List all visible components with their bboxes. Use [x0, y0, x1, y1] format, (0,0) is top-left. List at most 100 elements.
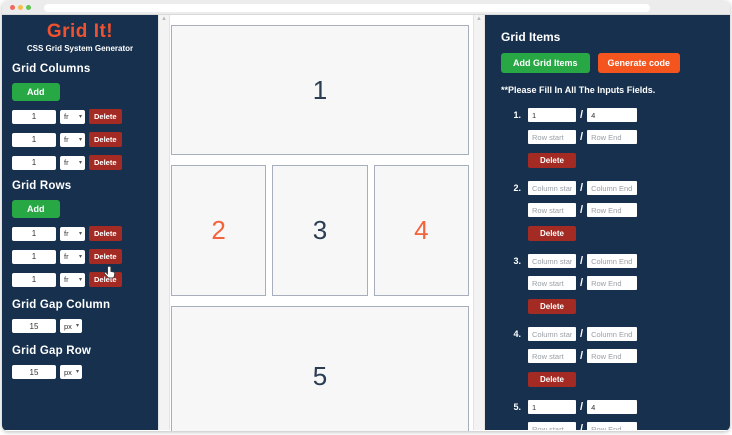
column-unit-select[interactable]: fr ▾: [60, 132, 85, 147]
add-column-button[interactable]: Add: [12, 83, 60, 101]
chevron-down-icon: ▾: [78, 113, 82, 120]
gap-row-input[interactable]: [12, 365, 56, 379]
delete-row-button[interactable]: Delete: [89, 226, 122, 241]
row-size-input[interactable]: [12, 249, 56, 264]
preview-grid: 1 2 3 4 5: [171, 25, 469, 431]
chevron-down-icon: ▾: [78, 276, 82, 283]
minimize-window-icon[interactable]: [18, 5, 23, 10]
app-content: Grid It! CSS Grid System Generator Grid …: [2, 15, 730, 431]
column-unit-select[interactable]: fr ▾: [60, 155, 85, 170]
maximize-window-icon[interactable]: [26, 5, 31, 10]
grid-cell-number: 4: [414, 215, 429, 245]
row-start-input[interactable]: [528, 422, 576, 430]
gap-row-unit-select[interactable]: px ▾: [60, 365, 82, 379]
left-scrollbar[interactable]: ▲: [158, 15, 170, 430]
row-start-input[interactable]: [528, 203, 576, 217]
slash-separator: /: [580, 328, 584, 340]
row-end-input[interactable]: [587, 130, 638, 144]
item-index-label: 5.: [513, 402, 521, 412]
delete-item-button[interactable]: Delete: [528, 226, 576, 241]
row-unit-select[interactable]: fr ▾: [60, 249, 85, 264]
column-range-row: 2. /: [501, 181, 720, 195]
add-row-button[interactable]: Add: [12, 200, 60, 218]
slash-separator: /: [580, 182, 584, 194]
column-unit-select[interactable]: fr ▾: [60, 109, 85, 124]
chevron-down-icon: ▾: [78, 159, 82, 166]
column-track-row: fr ▾ Delete: [12, 109, 148, 124]
row-end-input[interactable]: [587, 203, 638, 217]
slash-separator: /: [580, 109, 584, 121]
left-sidebar: Grid It! CSS Grid System Generator Grid …: [2, 15, 158, 430]
slash-separator: /: [580, 255, 584, 267]
delete-column-button[interactable]: Delete: [89, 109, 122, 124]
unit-value: fr: [64, 252, 69, 261]
app-title: Grid It!: [46, 21, 114, 42]
grid-cell-number: 2: [211, 215, 226, 245]
column-end-input[interactable]: [587, 400, 638, 414]
grid-items-heading: Grid Items: [501, 30, 561, 44]
column-size-input[interactable]: [12, 155, 56, 170]
delete-item-button[interactable]: Delete: [528, 299, 576, 314]
delete-row-button[interactable]: Delete: [89, 249, 122, 264]
row-start-input[interactable]: [528, 276, 576, 290]
slash-separator: /: [580, 131, 584, 143]
column-start-input[interactable]: [528, 108, 576, 122]
address-bar[interactable]: [44, 3, 650, 12]
row-end-input[interactable]: [587, 422, 638, 430]
gap-column-heading: Grid Gap Column: [12, 299, 111, 311]
slash-separator: /: [580, 277, 584, 289]
row-size-input[interactable]: [12, 226, 56, 241]
generate-code-button[interactable]: Generate code: [597, 53, 681, 73]
slash-separator: /: [580, 204, 584, 216]
row-track-list: fr ▾ Delete fr ▾ Delete: [12, 226, 148, 287]
row-start-input[interactable]: [528, 349, 576, 363]
chevron-down-icon: ▾: [78, 253, 82, 260]
row-range-row: /: [501, 349, 720, 363]
grid-item: 4. / / Delete: [501, 327, 720, 387]
column-end-input[interactable]: [587, 108, 638, 122]
add-grid-items-button[interactable]: Add Grid Items: [501, 53, 590, 73]
item-index-label: 3.: [513, 256, 521, 266]
row-end-input[interactable]: [587, 349, 638, 363]
row-end-input[interactable]: [587, 276, 638, 290]
row-unit-select[interactable]: fr ▾: [60, 272, 85, 287]
column-start-input[interactable]: [528, 254, 576, 268]
row-start-input[interactable]: [528, 130, 576, 144]
delete-item-button[interactable]: Delete: [528, 153, 576, 168]
column-size-input[interactable]: [12, 109, 56, 124]
grid-preview: 1 2 3 4 5: [170, 15, 473, 431]
column-size-input[interactable]: [12, 132, 56, 147]
delete-column-button[interactable]: Delete: [89, 132, 122, 147]
grid-rows-heading: Grid Rows: [12, 180, 72, 192]
delete-item-button[interactable]: Delete: [528, 372, 576, 387]
grid-item: 2. / / Delete: [501, 181, 720, 241]
column-end-input[interactable]: [587, 254, 638, 268]
chevron-down-icon: ▾: [75, 323, 79, 329]
row-range-row: /: [501, 422, 720, 430]
window-controls: [10, 5, 31, 10]
row-unit-select[interactable]: fr ▾: [60, 226, 85, 241]
app-subtitle: CSS Grid System Generator: [26, 44, 134, 53]
scroll-up-icon[interactable]: ▲: [161, 16, 167, 22]
column-range-row: 1. /: [501, 108, 720, 122]
column-start-input[interactable]: [528, 327, 576, 341]
row-size-input[interactable]: [12, 272, 56, 287]
unit-value: fr: [64, 112, 69, 121]
item-index-label: 4.: [513, 329, 521, 339]
slash-separator: /: [580, 423, 584, 430]
column-start-input[interactable]: [528, 400, 576, 414]
close-window-icon[interactable]: [10, 5, 15, 10]
scroll-up-icon[interactable]: ▲: [476, 16, 482, 22]
column-end-input[interactable]: [587, 181, 638, 195]
delete-column-button[interactable]: Delete: [89, 155, 122, 170]
gap-column-input[interactable]: [12, 319, 56, 333]
gap-column-unit-select[interactable]: px ▾: [60, 319, 82, 333]
column-end-input[interactable]: [587, 327, 638, 341]
column-start-input[interactable]: [528, 181, 576, 195]
unit-value: fr: [64, 135, 69, 144]
right-scrollbar[interactable]: ▲: [473, 15, 485, 430]
grid-item: 5. / / Delete: [501, 400, 720, 430]
grid-item: 1. / / Delete: [501, 108, 720, 168]
column-track-row: fr ▾ Delete: [12, 155, 148, 170]
